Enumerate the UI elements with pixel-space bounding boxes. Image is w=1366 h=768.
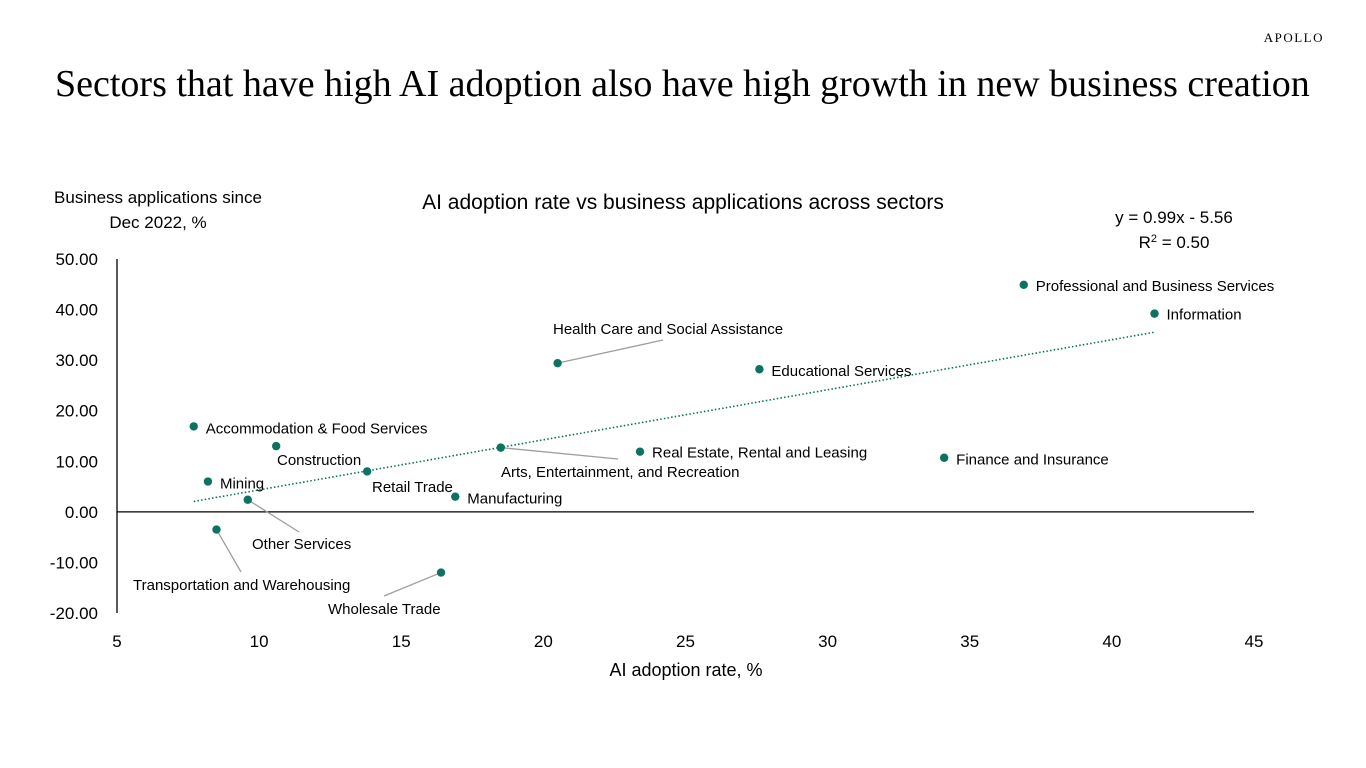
- x-tick-label: 5: [112, 632, 121, 651]
- data-label: Information: [1167, 307, 1242, 324]
- label-leader-line: [215, 529, 242, 573]
- label-leader-line: [383, 571, 442, 597]
- x-tick-label: 30: [818, 632, 837, 651]
- x-tick-label: 10: [250, 632, 269, 651]
- x-tick-label: 40: [1102, 632, 1121, 651]
- label-leader-line: [500, 446, 619, 460]
- page-title: Sectors that have high AI adoption also …: [55, 63, 1310, 105]
- data-point: [451, 492, 460, 501]
- y-tick-label: 0.00: [65, 503, 98, 522]
- data-label: Arts, Entertainment, and Recreation: [501, 464, 739, 481]
- x-tick-label: 35: [960, 632, 979, 651]
- data-point: [362, 467, 372, 476]
- y-tick-label: 50.00: [55, 250, 98, 269]
- data-point: [212, 525, 221, 534]
- x-tick-label: 25: [676, 632, 695, 651]
- data-point: [755, 365, 764, 374]
- y-axis-title-line-1: Business applications since: [54, 188, 262, 207]
- y-tick-label: 30.00: [55, 351, 98, 370]
- data-label: Professional and Business Services: [1036, 278, 1274, 295]
- data-point: [243, 495, 252, 504]
- data-point: [939, 453, 949, 462]
- data-label: Real Estate, Rental and Leasing: [652, 445, 867, 462]
- y-tick-label: 20.00: [55, 402, 98, 421]
- data-label: Wholesale Trade: [328, 601, 441, 618]
- x-tick-label: 20: [534, 632, 553, 651]
- data-label: Transportation and Warehousing: [133, 577, 350, 594]
- y-axis-title-line-2: Dec 2022, %: [109, 213, 206, 232]
- data-point: [553, 358, 562, 368]
- y-tick-label: 40.00: [55, 301, 98, 320]
- data-label: Construction: [277, 452, 361, 469]
- y-tick-label: 10.00: [55, 452, 98, 471]
- data-point: [189, 422, 198, 431]
- x-tick-label: 45: [1245, 632, 1264, 651]
- data-point: [436, 568, 446, 577]
- label-leader-line: [247, 499, 300, 533]
- data-label: Health Care and Social Assistance: [553, 321, 783, 338]
- data-point: [203, 477, 213, 486]
- data-label: Finance and Insurance: [956, 452, 1109, 469]
- data-point: [635, 447, 645, 456]
- trendline-equation: y = 0.99x - 5.56: [1115, 208, 1233, 227]
- data-label: Retail Trade: [372, 479, 453, 496]
- brand-logo: APOLLO: [1263, 30, 1324, 45]
- trendline-r-squared: R2 = 0.50: [1139, 233, 1210, 252]
- data-label: Manufacturing: [467, 491, 562, 508]
- y-tick-label: -10.00: [50, 553, 98, 572]
- data-point: [271, 441, 281, 451]
- data-point: [496, 443, 505, 452]
- data-label: Accommodation & Food Services: [206, 420, 428, 437]
- data-label: Other Services: [252, 536, 351, 553]
- data-point: [1019, 280, 1028, 289]
- chart-title: AI adoption rate vs business application…: [422, 191, 944, 214]
- x-tick-label: 15: [392, 632, 411, 651]
- data-label: Mining: [220, 476, 264, 493]
- data-point: [1150, 309, 1159, 318]
- label-leader-line: [557, 339, 664, 364]
- y-tick-label: -20.00: [50, 604, 98, 623]
- x-axis-title: AI adoption rate, %: [609, 660, 762, 680]
- data-label: Educational Services: [771, 363, 911, 380]
